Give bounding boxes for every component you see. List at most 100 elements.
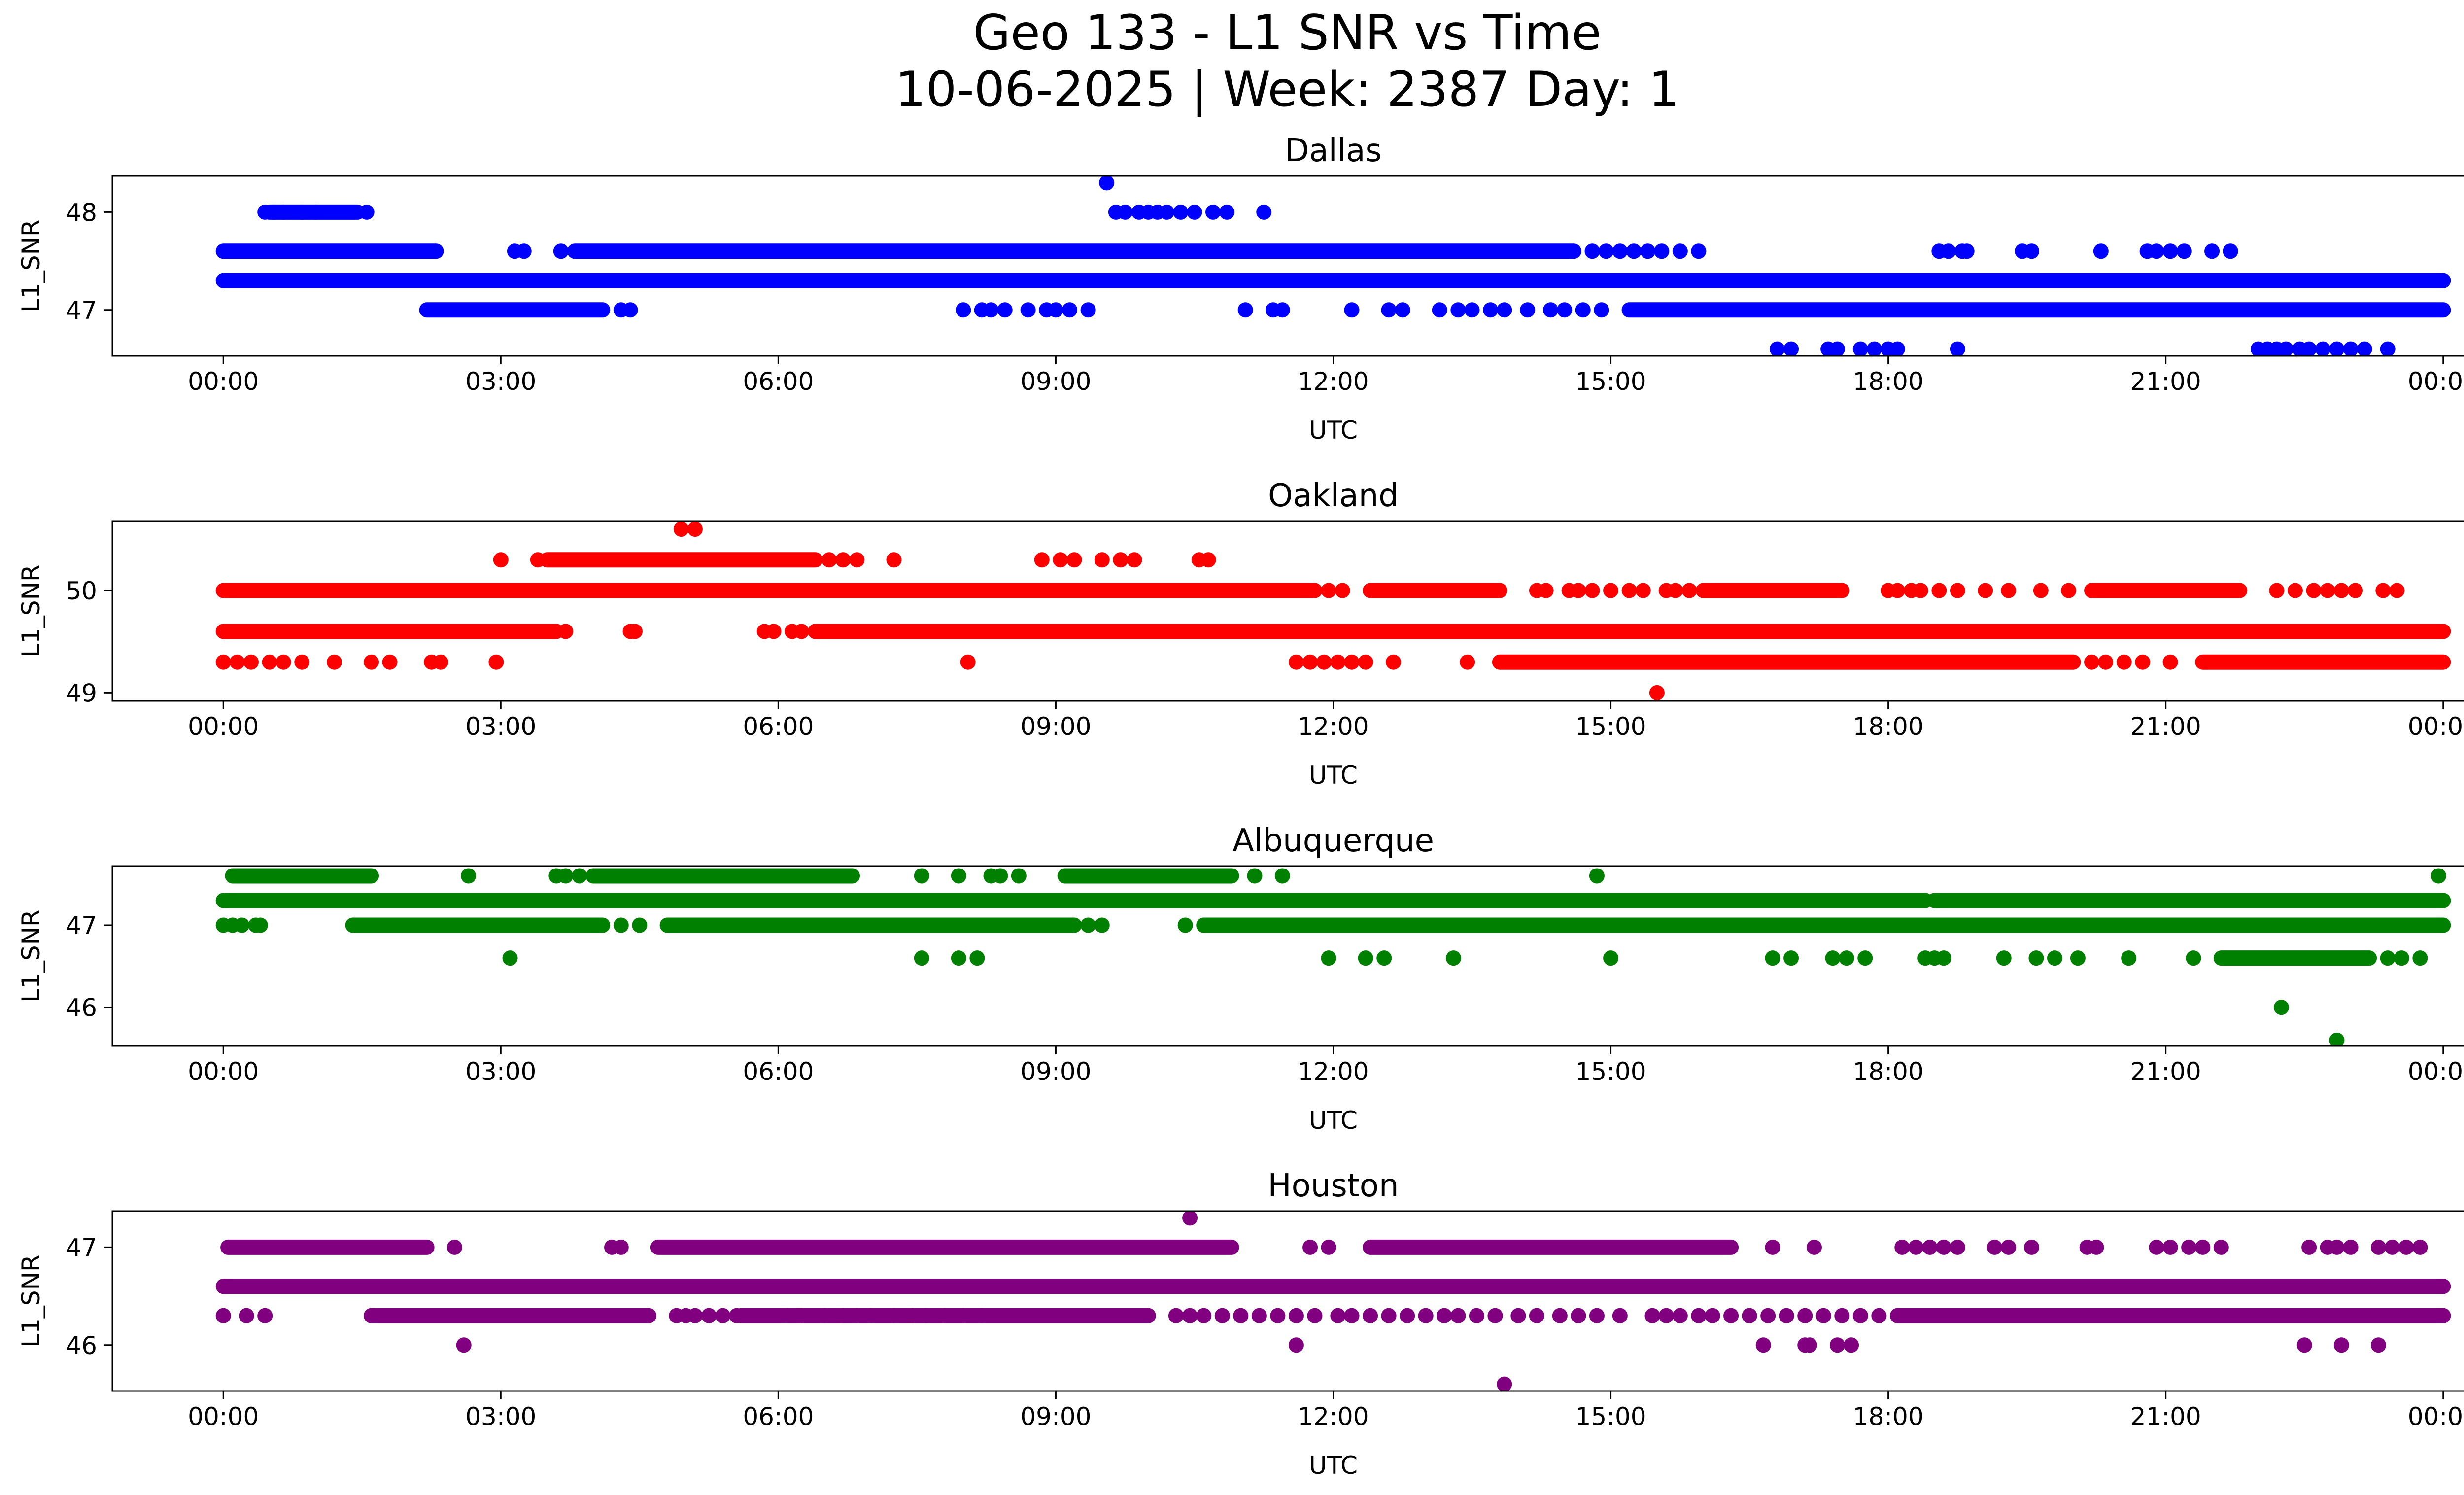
data-point-oakland-1-19 xyxy=(1950,583,1965,598)
data-point-albuquerque-3-7 xyxy=(1445,950,1461,966)
data-point-dallas-2-7 xyxy=(1117,204,1133,220)
data-point-houston-2-25 xyxy=(2343,1239,2359,1255)
data-point-houston-1-58 xyxy=(1852,1308,1868,1323)
data-run-houston-2-2 xyxy=(1363,1239,1739,1255)
data-point-oakland-3-0 xyxy=(493,552,509,568)
data-point-oakland-2-4 xyxy=(275,654,291,670)
data-point-oakland-1-22 xyxy=(2033,583,2049,598)
data-point-dallas-3-5 xyxy=(997,302,1013,318)
data-point-albuquerque-4-0 xyxy=(2273,1000,2289,1015)
y-axis-label-oakland: L1_SNR xyxy=(17,564,45,658)
x-tick-label-houston-0: 00:00 xyxy=(188,1402,259,1431)
data-run-dallas-1-1 xyxy=(567,243,1581,259)
y-tick-label-albuquerque-1: 47 xyxy=(66,911,97,940)
data-point-dallas-3-19 xyxy=(1464,302,1480,318)
data-point-oakland-5-0 xyxy=(1649,685,1665,700)
data-point-houston-1-25 xyxy=(1233,1308,1249,1323)
data-point-dallas-3-8 xyxy=(1048,302,1063,318)
series-albuquerque xyxy=(215,868,2451,1046)
data-point-dallas-1-10 xyxy=(1691,243,1707,259)
data-point-albuquerque-3-23 xyxy=(2380,950,2396,966)
data-point-albuquerque-1-8 xyxy=(683,917,698,933)
data-point-albuquerque-3-17 xyxy=(1996,950,2012,966)
data-point-dallas-1-8 xyxy=(1654,243,1670,259)
data-point-houston-1-30 xyxy=(1330,1308,1346,1323)
data-point-houston-1-36 xyxy=(1437,1308,1452,1323)
data-point-dallas-3-20 xyxy=(1483,302,1499,318)
data-point-dallas-2-14 xyxy=(1205,204,1221,220)
data-point-dallas-1-5 xyxy=(1612,243,1628,259)
data-point-oakland-3-8 xyxy=(1066,552,1082,568)
data-point-albuquerque-3-4 xyxy=(1321,950,1336,966)
data-point-dallas-4-5 xyxy=(1866,341,1882,356)
data-point-oakland-0-2 xyxy=(627,624,643,639)
data-point-oakland-3-2 xyxy=(821,552,837,568)
data-point-albuquerque-1-9 xyxy=(696,917,712,933)
data-point-albuquerque-1-16 xyxy=(817,917,832,933)
data-point-houston-1-59 xyxy=(1871,1308,1887,1323)
data-run-oakland-2-1 xyxy=(2195,654,2451,670)
data-run-albuquerque-0-0 xyxy=(215,893,1933,908)
data-point-houston-1-47 xyxy=(1658,1308,1674,1323)
data-point-dallas-3-25 xyxy=(1575,302,1591,318)
data-point-oakland-2-8 xyxy=(382,654,398,670)
data-point-oakland-1-8 xyxy=(1621,583,1637,598)
data-point-albuquerque-3-13 xyxy=(1857,950,1873,966)
data-run-albuquerque-1-2 xyxy=(1196,917,2451,933)
data-point-oakland-2-6 xyxy=(326,654,342,670)
data-point-oakland-2-20 xyxy=(1460,654,1475,670)
data-point-oakland-1-12 xyxy=(1681,583,1697,598)
figure-title-line1: Geo 133 - L1 SNR vs Time xyxy=(973,5,1602,61)
data-point-houston-1-40 xyxy=(1510,1308,1526,1323)
data-point-dallas-2-5 xyxy=(359,204,375,220)
data-point-albuquerque-1-19 xyxy=(872,917,888,933)
data-point-oakland-2-22 xyxy=(2098,654,2114,670)
data-point-dallas-3-2 xyxy=(956,302,971,318)
data-point-houston-1-41 xyxy=(1529,1308,1544,1323)
data-point-oakland-2-25 xyxy=(2162,654,2178,670)
data-point-albuquerque-2-9 xyxy=(1247,868,1263,884)
x-tick-label-albuquerque-4: 12:00 xyxy=(1298,1057,1369,1086)
data-point-houston-2-3 xyxy=(1302,1239,1318,1255)
data-point-houston-2-13 xyxy=(2001,1239,2017,1255)
data-point-oakland-1-20 xyxy=(1978,583,1993,598)
data-point-houston-1-54 xyxy=(1779,1308,1794,1323)
series-oakland xyxy=(215,522,2451,700)
data-point-houston-2-28 xyxy=(2398,1239,2414,1255)
x-tick-label-albuquerque-2: 06:00 xyxy=(743,1057,814,1086)
data-point-albuquerque-3-22 xyxy=(2186,950,2201,966)
data-point-houston-2-19 xyxy=(2181,1239,2197,1255)
data-point-oakland-2-10 xyxy=(433,654,448,670)
data-point-oakland-2-23 xyxy=(2116,654,2132,670)
data-point-houston-1-42 xyxy=(1552,1308,1568,1323)
data-point-houston-2-22 xyxy=(2301,1239,2317,1255)
data-point-dallas-4-15 xyxy=(2315,341,2331,356)
data-point-dallas-4-0 xyxy=(1769,341,1785,356)
data-point-houston-1-52 xyxy=(1742,1308,1757,1323)
data-run-houston-0-0 xyxy=(215,1279,2451,1294)
data-run-oakland-1-1 xyxy=(1363,583,1507,598)
data-point-albuquerque-1-4 xyxy=(252,917,268,933)
data-point-oakland-3-13 xyxy=(1200,552,1216,568)
data-point-houston-4-0 xyxy=(1182,1211,1198,1226)
data-point-dallas-4-12 xyxy=(2278,341,2294,356)
subplot-title-oakland: Oakland xyxy=(1268,478,1399,514)
data-point-houston-1-5 xyxy=(687,1308,703,1323)
data-point-oakland-2-12 xyxy=(960,654,976,670)
data-point-dallas-3-10 xyxy=(1080,302,1096,318)
data-point-houston-1-0 xyxy=(215,1308,231,1323)
data-point-albuquerque-2-7 xyxy=(992,868,1008,884)
data-point-dallas-1-6 xyxy=(1626,243,1642,259)
data-point-oakland-1-9 xyxy=(1635,583,1651,598)
data-run-houston-1-2 xyxy=(1889,1308,2451,1323)
data-point-albuquerque-3-12 xyxy=(1839,950,1854,966)
x-tick-label-dallas-2: 06:00 xyxy=(743,367,814,396)
data-point-albuquerque-2-0 xyxy=(461,868,477,884)
data-point-houston-2-17 xyxy=(2149,1239,2164,1255)
data-point-houston-1-45 xyxy=(1612,1308,1628,1323)
data-point-houston-2-10 xyxy=(1936,1239,1951,1255)
data-point-dallas-1-21 xyxy=(2176,243,2192,259)
data-point-oakland-2-5 xyxy=(294,654,310,670)
data-run-houston-1-0 xyxy=(364,1308,657,1323)
data-point-oakland-1-15 xyxy=(1889,583,1905,598)
